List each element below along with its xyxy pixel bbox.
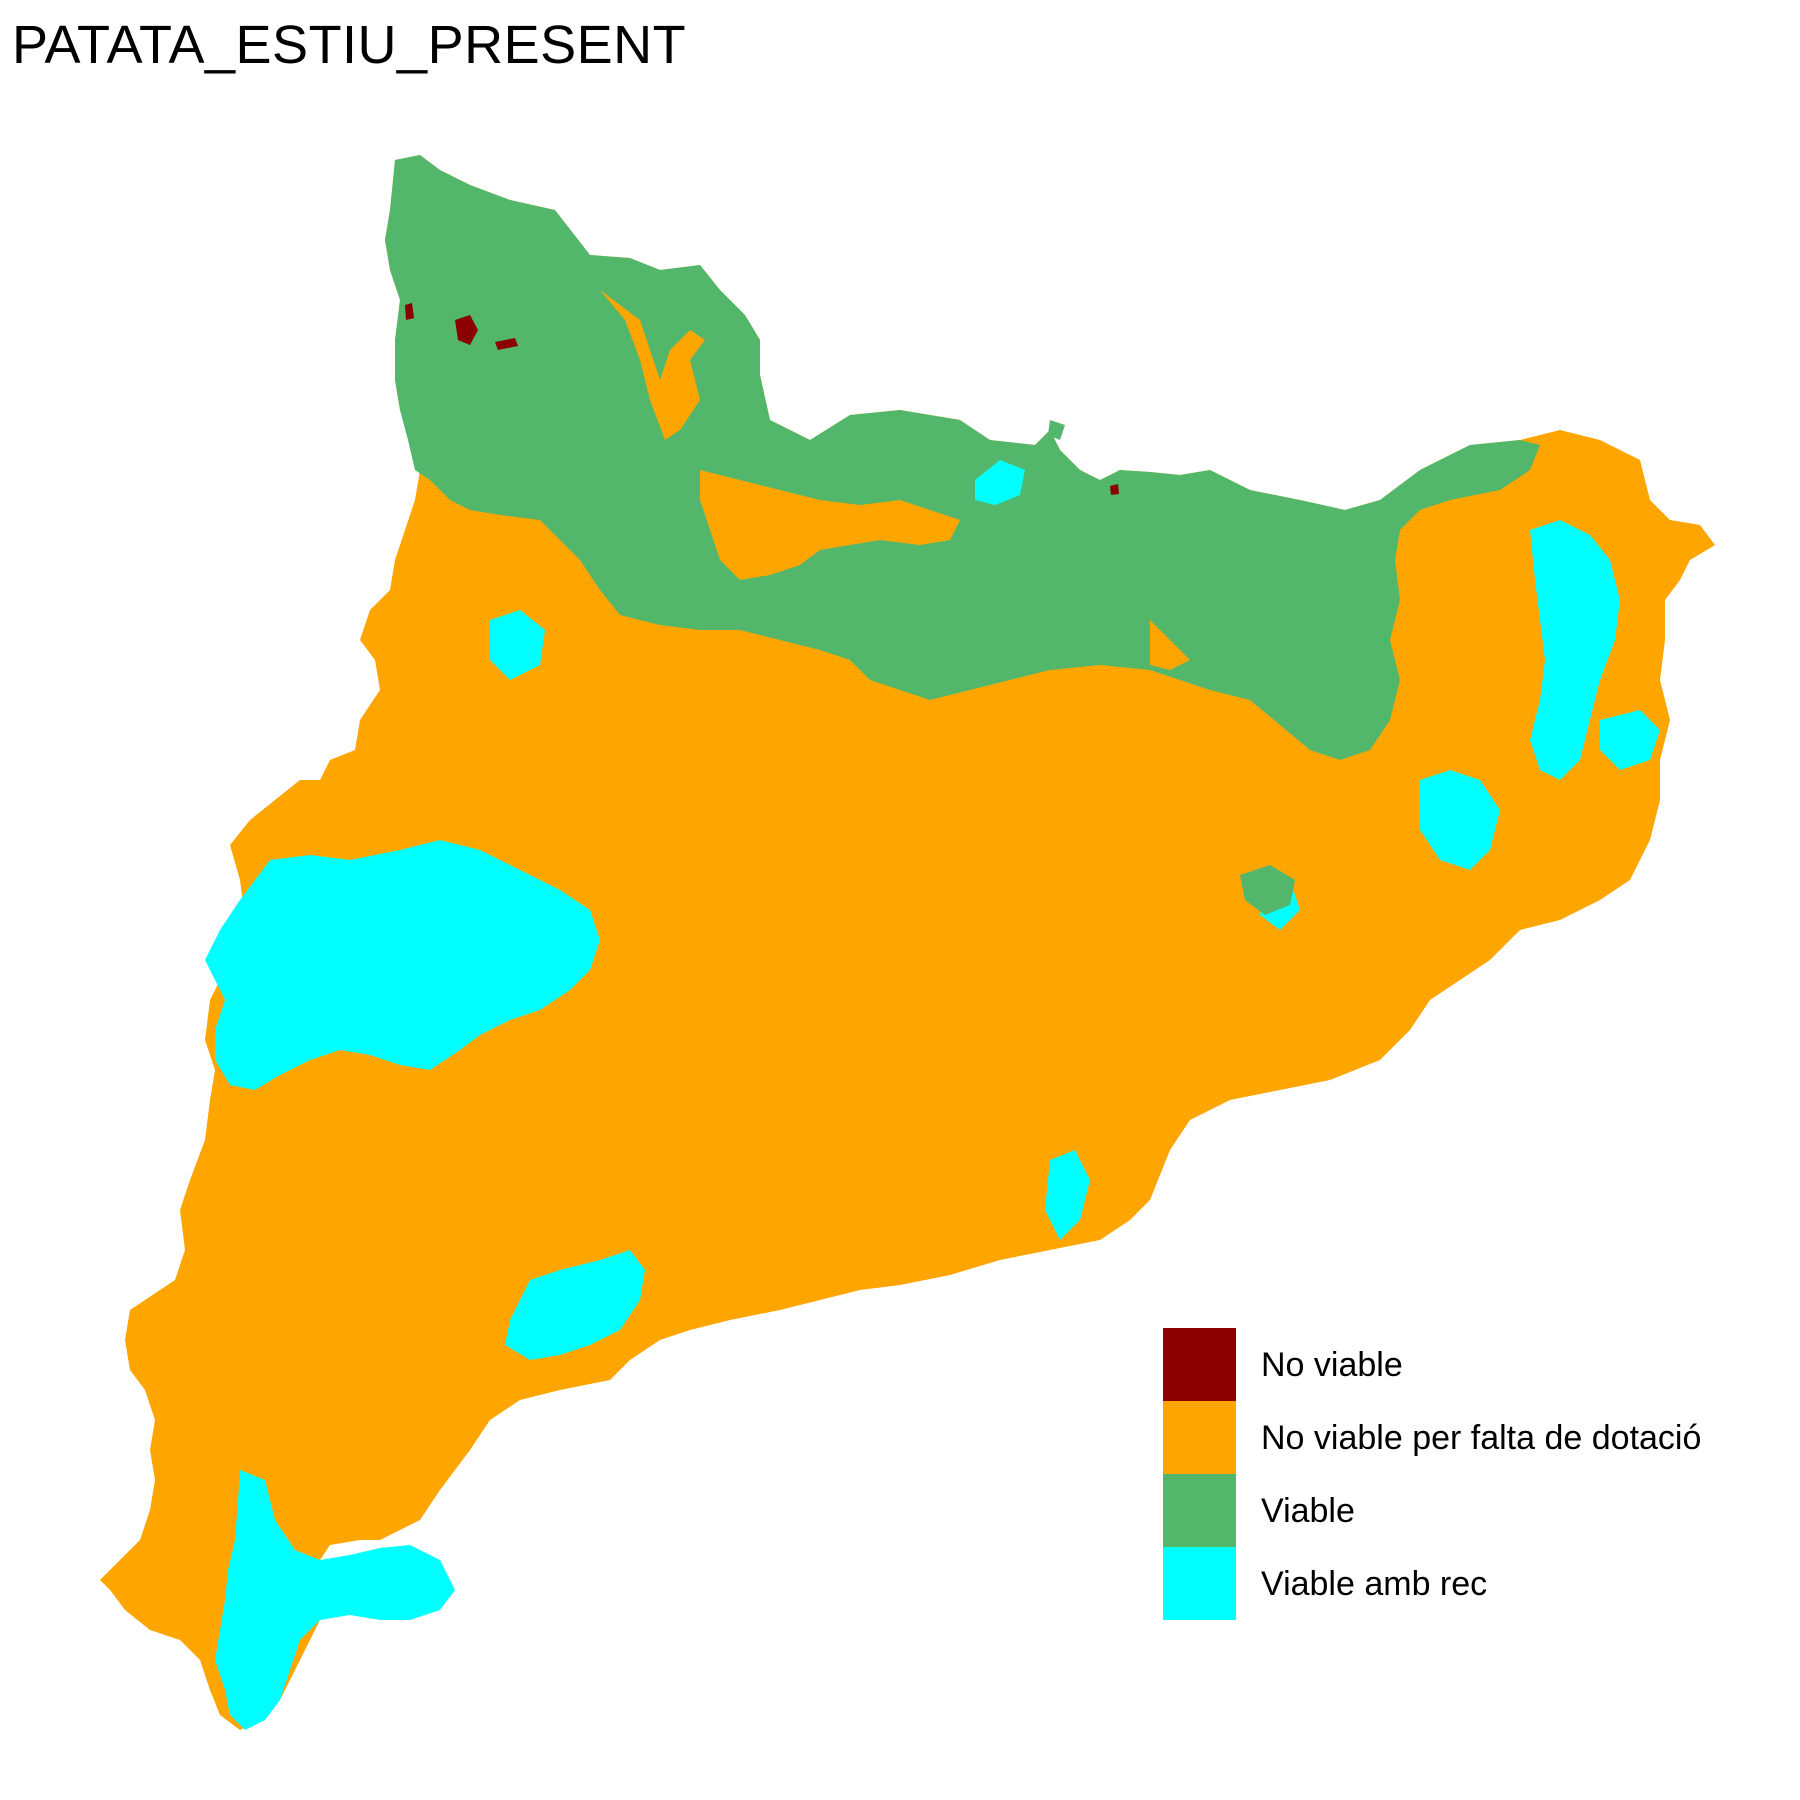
legend-item-viable-rec: Viable amb rec [1163, 1547, 1783, 1620]
region-orange-valley [600, 290, 705, 440]
region-orange-valley [700, 470, 960, 580]
region-no-viable [1110, 484, 1119, 495]
map-title: PATATA_ESTIU_PRESENT [12, 15, 687, 75]
legend-swatch [1163, 1328, 1236, 1401]
region-viable-rec-south [505, 1250, 645, 1360]
region-viable-rec-west [205, 840, 600, 1090]
region-viable-rec-ne3 [1600, 710, 1660, 770]
legend-item-viable: Viable [1163, 1474, 1783, 1547]
legend-swatch [1163, 1547, 1236, 1620]
legend-swatch [1163, 1401, 1236, 1474]
legend-swatch [1163, 1474, 1236, 1547]
region-no-viable [495, 338, 518, 350]
legend-item-no-viable: No viable [1163, 1328, 1783, 1401]
legend: No viable No viable per falta de dotació… [1163, 1328, 1783, 1620]
region-viable-island [1048, 420, 1065, 440]
region-viable-rec-patch [490, 610, 545, 680]
region-viable-rec-delta [215, 1470, 455, 1730]
legend-label: Viable [1261, 1492, 1355, 1530]
region-viable-rec-ne [1530, 520, 1620, 780]
region-viable-rec-patch [1045, 1150, 1090, 1240]
legend-label: Viable amb rec [1261, 1565, 1488, 1603]
region-viable-rec-north [975, 460, 1025, 505]
region-no-viable [405, 303, 414, 320]
region-viable-rec-ne2 [1420, 770, 1500, 870]
region-no-viable [455, 315, 478, 345]
legend-label: No viable [1261, 1346, 1403, 1384]
region-orange-valley [1150, 620, 1190, 670]
legend-label: No viable per falta de dotació [1261, 1419, 1702, 1457]
region-viable-island [1240, 865, 1295, 915]
region-viable-north [385, 155, 1540, 760]
legend-item-no-viable-dotacio: No viable per falta de dotació [1163, 1401, 1783, 1474]
